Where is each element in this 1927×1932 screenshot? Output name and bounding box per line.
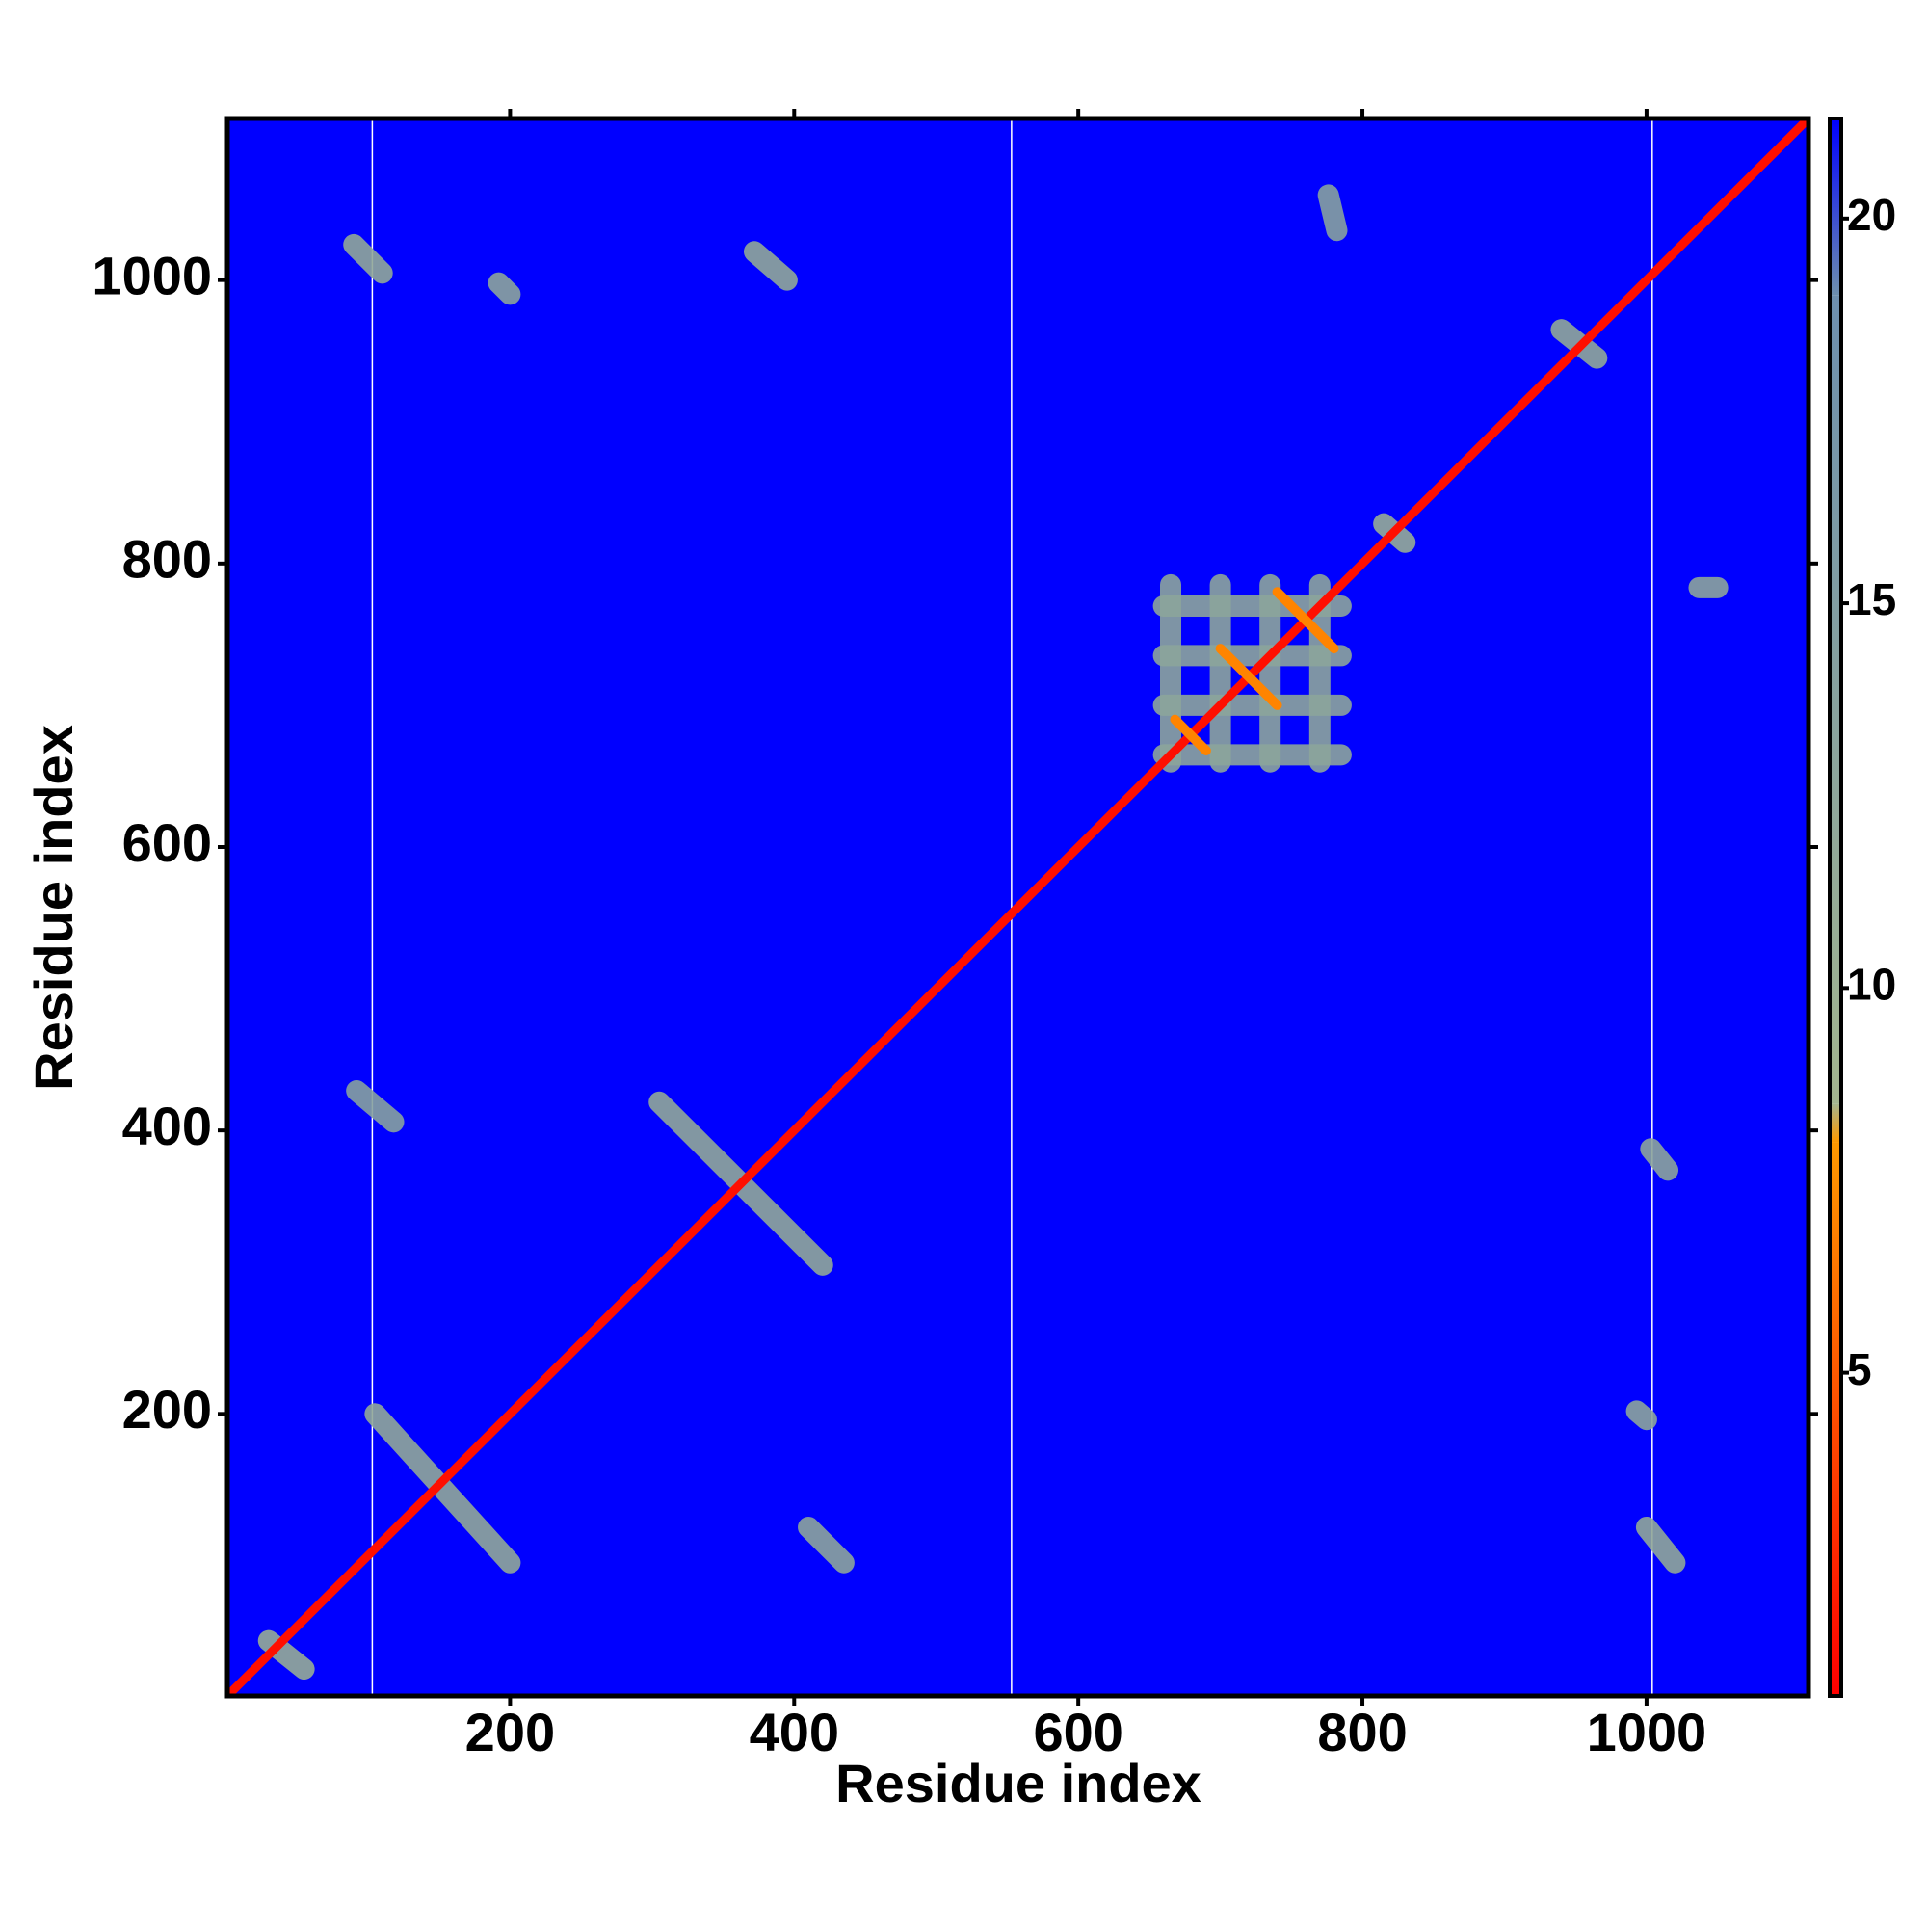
contact-segment xyxy=(227,119,1808,1696)
contact-segment xyxy=(1272,587,1339,654)
x-tick-label: 400 xyxy=(750,1702,839,1762)
x-axis-title: Residue index xyxy=(835,1753,1201,1813)
colorbar-tick-label: 20 xyxy=(1847,190,1896,240)
x-tick-label: 200 xyxy=(465,1702,555,1762)
contact-segment xyxy=(1170,714,1211,755)
y-tick-label: 800 xyxy=(122,529,212,590)
x-tick-label: 600 xyxy=(1033,1702,1122,1762)
plot-frame xyxy=(224,116,1811,1699)
y-tick-label: 400 xyxy=(122,1096,212,1156)
contact-segment xyxy=(346,1079,405,1133)
contact-segment xyxy=(1640,1138,1679,1181)
x-tick-label: 800 xyxy=(1317,1702,1407,1762)
colorbar-tick-label: 10 xyxy=(1847,960,1896,1010)
colorbar-segment xyxy=(1830,1103,1841,1143)
contact-segment xyxy=(343,233,393,284)
colorbar-frame xyxy=(1828,117,1843,1698)
y-tick-label: 1000 xyxy=(92,245,212,305)
x-tick-label: 1000 xyxy=(1587,1702,1707,1762)
contact-segment xyxy=(1625,1400,1657,1431)
contact-segment xyxy=(1635,1516,1686,1574)
colorbar-tick-label: 5 xyxy=(1847,1344,1872,1394)
colorbar-segment xyxy=(1830,295,1841,1104)
contact-segment xyxy=(798,1516,855,1574)
y-tick-label: 200 xyxy=(122,1379,212,1440)
contact-segment xyxy=(364,1403,521,1574)
y-axis-title: Residue index xyxy=(23,725,84,1091)
colorbar-segment xyxy=(1830,1142,1841,1696)
contact-segment xyxy=(1317,184,1348,242)
heatmap-layer xyxy=(227,119,1808,1696)
contact-segment xyxy=(1215,644,1282,710)
colorbar-segment xyxy=(1830,119,1841,296)
colorbar-tick-label: 15 xyxy=(1847,574,1896,624)
contact-segment xyxy=(744,241,798,291)
contact-segment xyxy=(488,272,521,305)
y-tick-label: 600 xyxy=(122,812,212,873)
